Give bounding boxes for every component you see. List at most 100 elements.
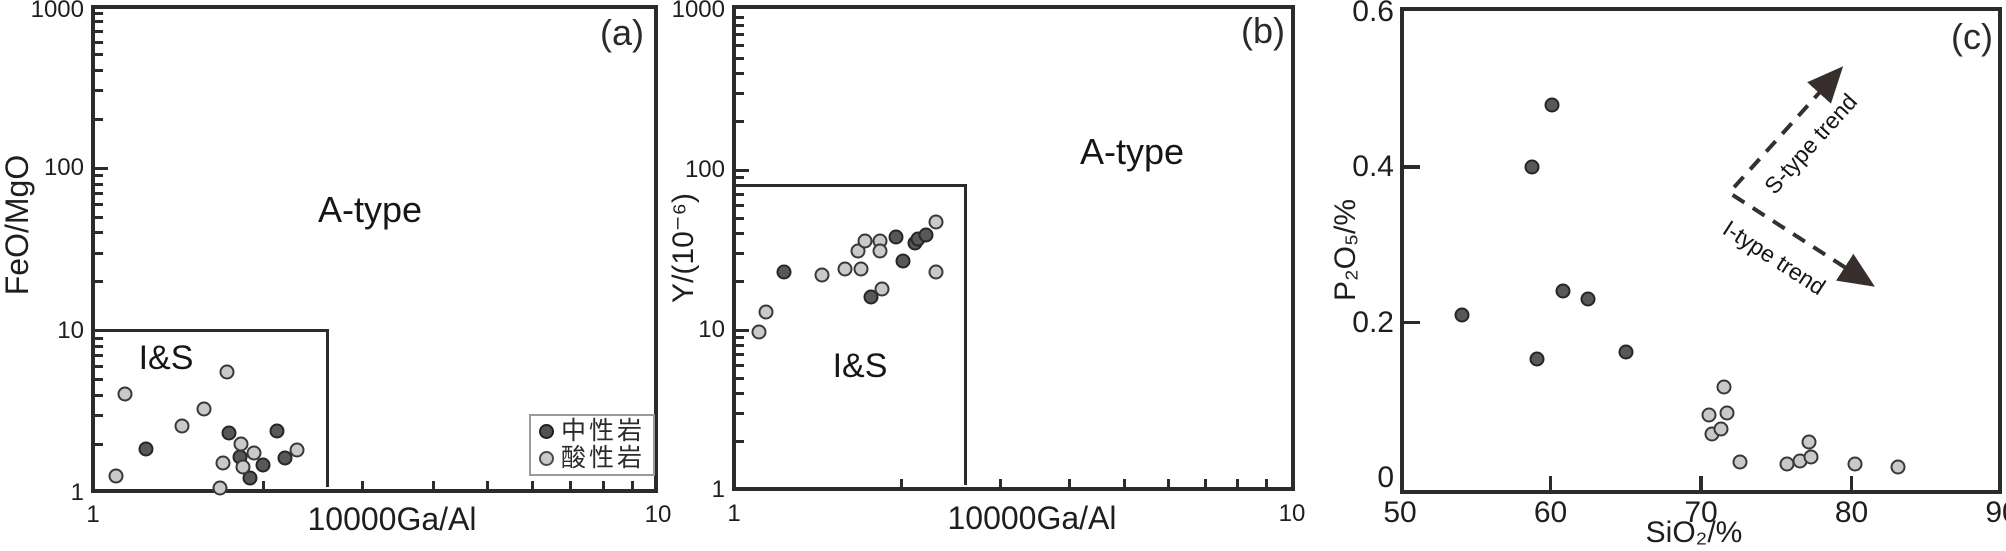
y-tick-label: 1000	[30, 0, 84, 23]
y-tick-label: 10	[57, 316, 84, 344]
data-point-intermediate	[1580, 291, 1596, 307]
y-minor-tick	[95, 118, 103, 122]
x-minor-tick	[568, 481, 572, 489]
y-minor-tick	[95, 53, 103, 57]
data-point-acidic	[1801, 434, 1817, 450]
data-point-acidic	[1890, 459, 1906, 475]
y-minor-tick	[95, 69, 103, 73]
data-point-acidic	[1803, 449, 1819, 465]
x-major-tick	[1699, 476, 1703, 490]
y-tick-label: 0.6	[1352, 0, 1394, 28]
is-boundary-right	[964, 184, 968, 486]
x-minor-tick	[486, 481, 490, 489]
x-minor-tick	[1122, 479, 1126, 487]
data-point-acidic	[289, 442, 305, 458]
is-boundary-top	[95, 329, 328, 333]
y-minor-tick	[95, 40, 103, 44]
y-minor-tick	[95, 378, 103, 382]
y-minor-tick	[736, 344, 744, 347]
x-axis-title-a: 10000Ga/Al	[307, 501, 477, 537]
data-point-intermediate	[1529, 351, 1545, 367]
y-minor-tick	[736, 440, 744, 444]
x-minor-tick	[531, 481, 535, 489]
data-point-acidic	[872, 243, 888, 259]
y-tick-label: 10	[698, 316, 725, 343]
y-minor-tick	[736, 392, 744, 396]
y-minor-tick	[95, 20, 103, 24]
panel-a-label: (a)	[600, 12, 644, 53]
x-major-tick	[1548, 476, 1553, 490]
data-point-intermediate	[1544, 97, 1560, 113]
y-minor-tick	[736, 72, 744, 76]
x-minor-tick	[1068, 479, 1072, 487]
data-point-acidic	[235, 459, 251, 475]
data-point-acidic	[874, 281, 890, 297]
y-minor-tick	[736, 216, 744, 220]
y-major-tick	[95, 166, 108, 170]
y-minor-tick	[95, 393, 103, 397]
y-minor-tick	[95, 192, 103, 196]
legend-item-label: 酸性岩	[561, 443, 646, 472]
y-minor-tick	[95, 280, 103, 284]
legend-item-label: 中性岩	[561, 417, 646, 446]
x-tick-label: 70	[1684, 496, 1718, 529]
y-minor-tick	[95, 365, 103, 369]
y-minor-tick	[736, 33, 744, 37]
data-point-acidic	[212, 480, 228, 496]
y-minor-tick	[736, 353, 744, 357]
is-field-label-a: I&S	[138, 339, 194, 377]
a-type-field-label-b: A-type	[1079, 131, 1185, 172]
x-minor-tick	[361, 481, 365, 489]
data-point-acidic	[758, 304, 774, 320]
data-point-acidic	[1716, 379, 1732, 395]
intermediate-rock-symbol	[539, 424, 554, 440]
x-minor-tick	[998, 479, 1002, 487]
x-minor-tick	[900, 479, 904, 487]
x-minor-tick	[601, 481, 605, 489]
y-tick-label: 1	[70, 479, 84, 506]
x-tick-label: 90	[1985, 496, 2006, 529]
y-major-tick	[1404, 320, 1420, 325]
y-major-tick	[736, 328, 749, 332]
y-minor-tick	[95, 29, 103, 33]
a-type-field-label-a: A-type	[317, 189, 423, 230]
data-point-acidic	[196, 401, 212, 417]
x-tick-label: 60	[1533, 496, 1568, 529]
data-point-acidic	[928, 264, 944, 280]
y-minor-tick	[736, 43, 744, 47]
legend-item-intermediate: 中性岩	[539, 419, 653, 444]
is-boundary-right	[325, 329, 329, 488]
data-point-intermediate	[138, 441, 154, 457]
y-minor-tick	[95, 202, 103, 206]
y-minor-tick	[736, 203, 744, 207]
panel-a-frame	[91, 5, 658, 493]
y-minor-tick	[95, 231, 103, 235]
x-minor-tick	[261, 481, 265, 489]
y-minor-tick	[736, 363, 744, 367]
x-tick-label: 1	[86, 501, 100, 528]
y-minor-tick	[736, 175, 744, 179]
acidic-rock-symbol	[539, 450, 554, 466]
data-point-acidic	[853, 261, 869, 277]
data-point-intermediate	[242, 470, 258, 486]
y-minor-tick	[95, 354, 103, 358]
data-point-acidic	[1713, 421, 1729, 437]
is-field-label-b: I&S	[832, 347, 888, 385]
panel-b-frame	[732, 5, 1295, 491]
x-minor-tick	[630, 481, 634, 489]
y-major-tick	[1404, 165, 1420, 169]
y-minor-tick	[736, 335, 744, 339]
i-type-trend-arrow	[1731, 193, 1875, 287]
y-minor-tick	[95, 174, 103, 178]
x-tick-label: 10	[644, 501, 672, 528]
x-tick-label: 50	[1383, 496, 1417, 529]
legend: 中性岩 酸性岩	[529, 414, 655, 476]
data-point-intermediate	[221, 425, 237, 441]
data-point-acidic	[857, 233, 873, 249]
data-point-intermediate	[1555, 283, 1571, 299]
data-point-intermediate	[277, 450, 293, 466]
y-tick-label: 0	[1377, 461, 1394, 494]
x-tick-label: 1	[727, 500, 741, 527]
y-minor-tick	[736, 280, 744, 284]
